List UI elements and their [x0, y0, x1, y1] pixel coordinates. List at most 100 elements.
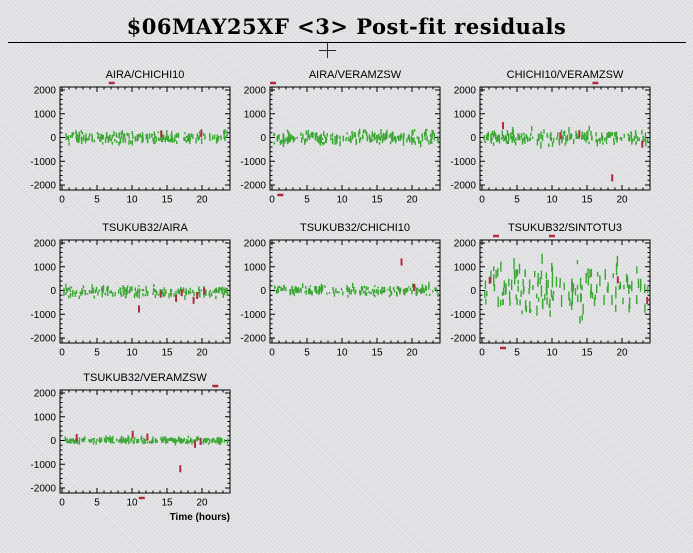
x-tick-label: 0	[479, 195, 485, 206]
plot-frame	[59, 86, 231, 191]
x-tick-label: 15	[161, 348, 173, 359]
x-tick-label: 10	[126, 348, 138, 359]
x-tick-label: 15	[161, 498, 173, 509]
plot-area-chichi10-veramzsw[interactable]: CHICHI10/VERAMZSW 0 5 10 15 20 2000 1000 0 -1000 -…	[435, 65, 657, 221]
y-tick-label: 1000	[454, 262, 477, 273]
panel-title: CHICHI10/VERAMZSW	[507, 69, 624, 81]
x-tick-label: 5	[514, 195, 520, 206]
panel-chichi10-veramzsw: CHICHI10/VERAMZSW 0 5 10 15 20 2000 1000 0 -1000 -…	[435, 65, 657, 221]
x-tick-label: 10	[546, 348, 558, 359]
plot-area-tsukub32-veramzsw[interactable]: TSUKUB32/VERAMZSW 0 5 10 15 20 2000 1000 0 -1000 -…	[15, 368, 237, 524]
y-tick-label: 2000	[244, 86, 267, 97]
page-title: $06MAY25XF <3> Post-fit residuals	[126, 14, 567, 39]
plot-frame	[59, 389, 231, 494]
good-residuals	[274, 281, 439, 298]
panel-aira-veramzsw: AIRA/VERAMZSW 0 5 10 15 20 2000 1000 0 -1000 -2000	[225, 65, 447, 221]
x-tick-label: 10	[546, 195, 558, 206]
flagged-residuals	[138, 287, 206, 313]
panel-title: TSUKUB32/CHICHI10	[300, 222, 410, 234]
good-residuals	[65, 128, 228, 146]
x-tick-label: 0	[479, 348, 485, 359]
panel-title: TSUKUB32/VERAMZSW	[83, 372, 207, 384]
y-tick-label: -1000	[240, 310, 266, 321]
plot-area-tsukub32-aira[interactable]: TSUKUB32/AIRA 0 5 10 15 20 2000 1000 0 -1000 -2000	[15, 218, 237, 374]
flagged-residuals	[502, 81, 644, 182]
y-tick-label: -1000	[450, 310, 476, 321]
x-tick-label: 15	[581, 348, 593, 359]
good-residuals	[64, 435, 229, 446]
x-tick-label: 0	[269, 195, 275, 206]
panel-tsukub32-aira: TSUKUB32/AIRA 0 5 10 15 20 2000 1000 0 -1000 -2000	[15, 218, 237, 374]
x-tick-label: 20	[406, 195, 418, 206]
flagged-residuals	[400, 258, 416, 291]
y-tick-label: -1000	[30, 460, 56, 471]
y-tick-label: 0	[470, 133, 476, 144]
good-residuals	[63, 283, 229, 300]
x-tick-label: 10	[336, 195, 348, 206]
x-tick-label: 20	[196, 195, 208, 206]
x-tick-label: 10	[336, 348, 348, 359]
y-tick-label: 0	[50, 133, 56, 144]
plot-area-aira-chichi10[interactable]: AIRA/CHICHI10 0 5 10 15 20 2000 1000 0 -1000 -2000	[15, 65, 237, 221]
x-tick-label: 20	[616, 348, 628, 359]
y-tick-label: -2000	[450, 181, 476, 192]
x-tick-label: 20	[196, 498, 208, 509]
crosshair-cursor-icon	[319, 50, 336, 51]
y-tick-label: 0	[470, 286, 476, 297]
plot-frame	[479, 239, 651, 344]
panel-title: TSUKUB32/SINTOTU3	[508, 222, 622, 234]
x-tick-label: 15	[581, 195, 593, 206]
flagged-residuals	[270, 81, 284, 197]
y-tick-label: 2000	[34, 86, 57, 97]
x-tick-label: 0	[269, 348, 275, 359]
x-tick-label: 15	[371, 348, 383, 359]
x-tick-label: 0	[59, 195, 65, 206]
x-tick-label: 5	[304, 195, 310, 206]
panel-aira-chichi10: AIRA/CHICHI10 0 5 10 15 20 2000 1000 0 -1000 -2000	[15, 65, 237, 221]
x-axis-label: Time (hours)	[170, 512, 230, 523]
flagged-residuals	[108, 81, 203, 138]
x-tick-label: 20	[196, 348, 208, 359]
y-tick-label: 1000	[34, 412, 57, 423]
plot-area-tsukub32-sintotu3[interactable]: TSUKUB32/SINTOTU3 0 5 10 15 20 2000 1000 0 -1000 -…	[435, 218, 657, 374]
y-tick-label: 0	[260, 286, 266, 297]
y-tick-label: -2000	[450, 334, 476, 345]
x-tick-label: 10	[126, 195, 138, 206]
y-tick-label: 1000	[34, 262, 57, 273]
y-tick-label: -2000	[240, 181, 266, 192]
y-tick-label: 0	[50, 436, 56, 447]
y-tick-label: 2000	[34, 389, 57, 400]
flagged-residuals	[75, 384, 219, 500]
y-tick-label: 0	[260, 133, 266, 144]
panel-tsukub32-chichi10: TSUKUB32/CHICHI10 0 5 10 15 20 2000 1000 0 -1000 -…	[225, 218, 447, 374]
y-tick-label: -1000	[30, 310, 56, 321]
x-tick-label: 20	[406, 348, 418, 359]
y-tick-label: 2000	[244, 239, 267, 250]
y-tick-label: -2000	[30, 334, 56, 345]
x-tick-label: 0	[59, 498, 65, 509]
y-tick-label: 1000	[454, 109, 477, 120]
panel-title: AIRA/VERAMZSW	[309, 69, 402, 81]
plot-frame	[479, 86, 651, 191]
x-tick-label: 5	[94, 348, 100, 359]
y-tick-label: -2000	[240, 334, 266, 345]
good-residuals	[483, 125, 649, 149]
x-tick-label: 5	[514, 348, 520, 359]
x-tick-label: 5	[304, 348, 310, 359]
plot-area-tsukub32-chichi10[interactable]: TSUKUB32/CHICHI10 0 5 10 15 20 2000 1000 0 -1000 -…	[225, 218, 447, 374]
plot-frame	[59, 239, 231, 344]
y-tick-label: 1000	[34, 109, 57, 120]
plot-frame	[269, 239, 441, 344]
x-tick-label: 5	[94, 195, 100, 206]
title-divider	[8, 42, 686, 43]
y-tick-label: -1000	[450, 157, 476, 168]
panel-title: TSUKUB32/AIRA	[102, 222, 188, 234]
good-residuals	[273, 128, 439, 148]
y-tick-label: -1000	[240, 157, 266, 168]
panel-tsukub32-veramzsw: TSUKUB32/VERAMZSW 0 5 10 15 20 2000 1000 0 -1000 -…	[15, 368, 237, 524]
plot-frame	[269, 86, 441, 191]
plot-area-aira-veramzsw[interactable]: AIRA/VERAMZSW 0 5 10 15 20 2000 1000 0 -1000 -2000	[225, 65, 447, 221]
y-tick-label: 1000	[244, 262, 267, 273]
y-tick-label: 2000	[454, 86, 477, 97]
